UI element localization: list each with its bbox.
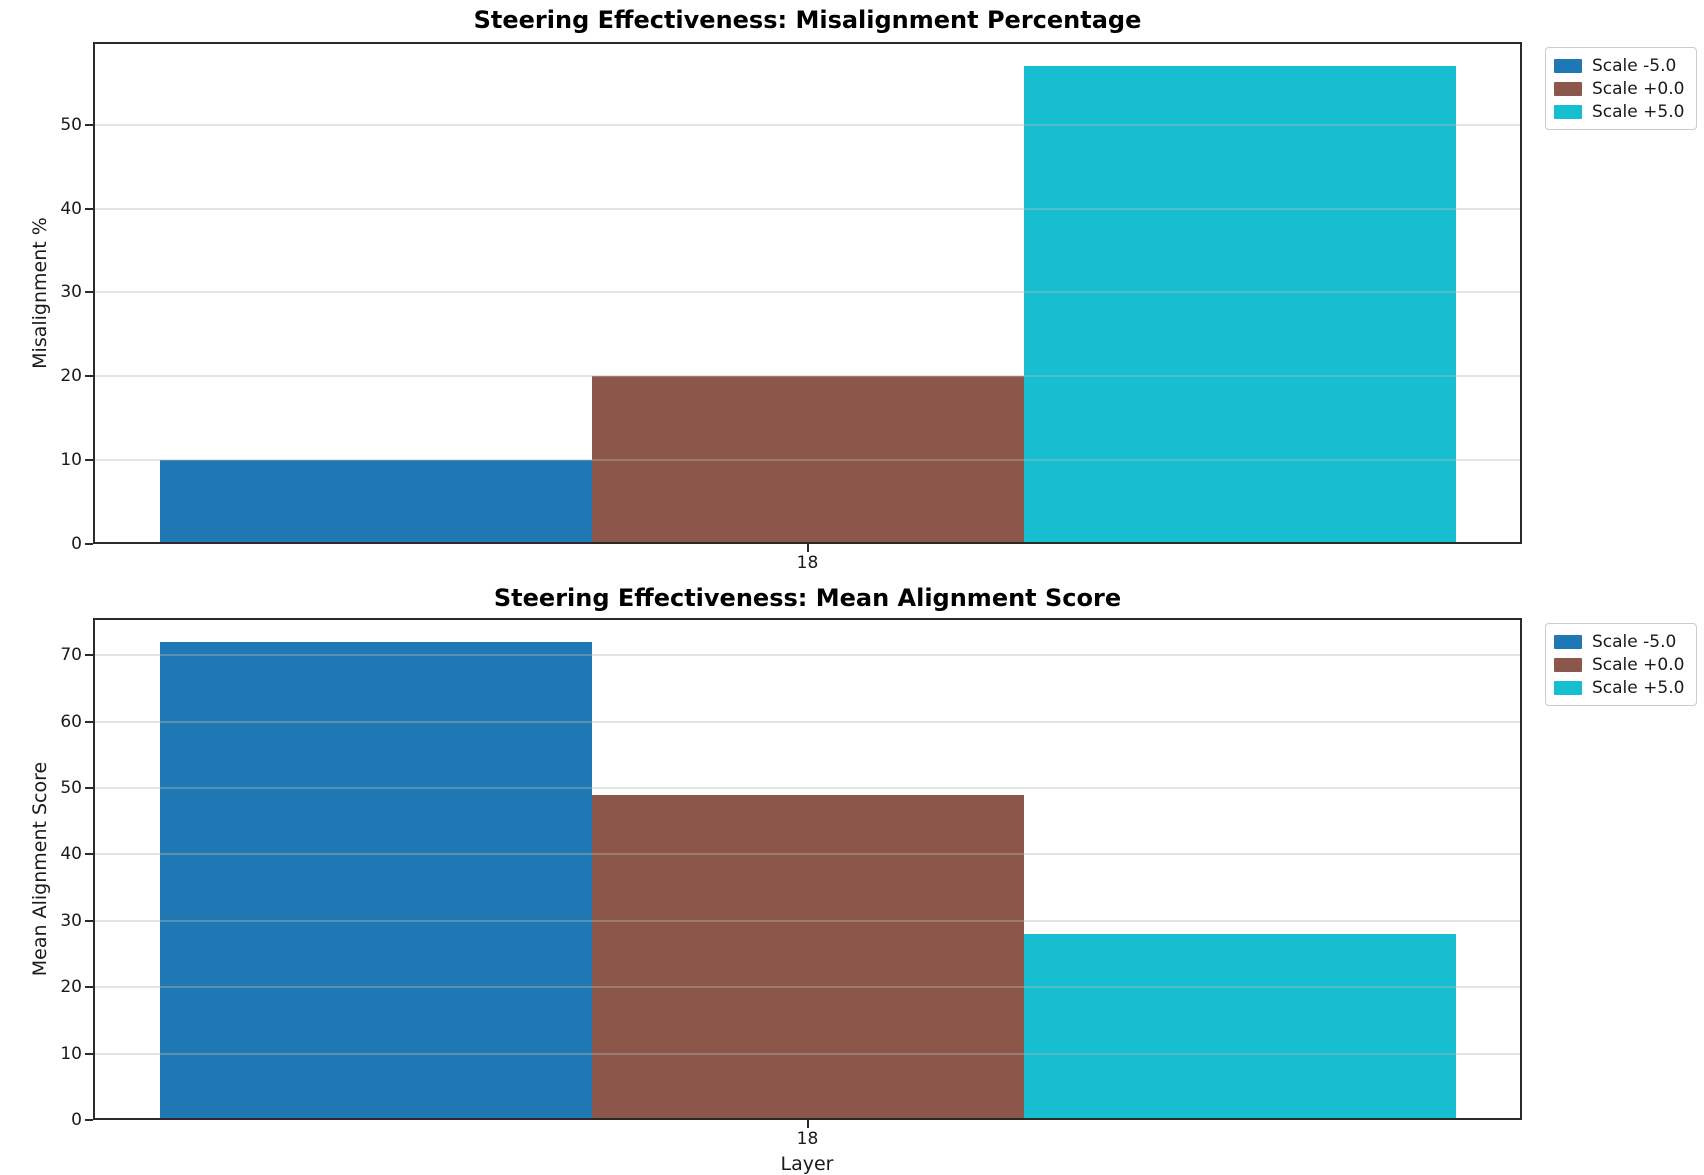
y-tick-mark	[85, 375, 93, 378]
y-tick-label: 10	[60, 1043, 82, 1064]
x-tick-mark	[806, 1120, 809, 1128]
y-tick-label: 20	[60, 366, 82, 387]
y-tick-label: 40	[60, 844, 82, 865]
legend-item: Scale -5.0	[1554, 630, 1688, 653]
gridline-y-30	[93, 291, 1522, 294]
y-tick-label: 30	[60, 282, 82, 303]
legend-label: Scale +5.0	[1592, 101, 1685, 122]
y-tick-label: 20	[60, 977, 82, 998]
legend-swatch-scale-plus0-0	[1554, 657, 1582, 672]
y-tick-mark	[85, 1119, 93, 1121]
gridline-y-10	[93, 1052, 1522, 1055]
gridline-y-50	[93, 787, 1522, 789]
plot-area	[93, 42, 1522, 544]
y-tick-mark	[85, 986, 93, 989]
y-tick-label: 50	[60, 778, 82, 798]
legend-swatch-scale-plus5-0	[1554, 680, 1582, 695]
x-tick-label: 18	[796, 553, 819, 573]
bar-scale-plus0-0	[592, 794, 1024, 1120]
y-tick-label: 50	[60, 114, 82, 135]
y-tick-label: 60	[60, 711, 82, 732]
bar-scale-minus5-0	[160, 460, 592, 544]
gridline-y-70	[93, 654, 1522, 657]
y-tick-mark	[85, 459, 93, 462]
y-tick-label: 40	[60, 198, 82, 219]
gridline-y-30	[93, 919, 1522, 922]
y-tick-mark	[85, 654, 93, 657]
legend-item: Scale +5.0	[1554, 676, 1688, 699]
legend-item: Scale -5.0	[1554, 54, 1688, 77]
y-tick-label: 0	[71, 534, 82, 554]
x-axis-label: Layer	[780, 1153, 834, 1175]
gridline-y-20	[93, 375, 1522, 378]
y-tick-mark	[85, 787, 93, 789]
legend-swatch-scale-plus5-0	[1554, 104, 1582, 119]
bar-scale-minus5-0	[160, 641, 592, 1120]
legend-swatch-scale-plus0-0	[1554, 81, 1582, 96]
legend-swatch-scale-minus5-0	[1554, 58, 1582, 73]
chart-title: Steering Effectiveness: Mean Alignment S…	[493, 584, 1122, 612]
legend-label: Scale -5.0	[1592, 55, 1677, 76]
bar-scale-plus5-0	[1024, 934, 1456, 1120]
legend-item: Scale +0.0	[1554, 77, 1688, 100]
legend: Scale -5.0 Scale +0.0 Scale +5.0	[1545, 623, 1697, 706]
legend-label: Scale +5.0	[1592, 677, 1685, 698]
legend-label: Scale -5.0	[1592, 631, 1677, 652]
y-tick-mark	[85, 543, 93, 545]
legend-item: Scale +0.0	[1554, 653, 1688, 676]
legend-item: Scale +5.0	[1554, 100, 1688, 123]
gridline-y-40	[93, 207, 1522, 210]
gridline-y-60	[93, 720, 1522, 723]
y-tick-label: 70	[60, 645, 82, 666]
gridline-y-10	[93, 459, 1522, 462]
x-tick-label: 18	[796, 1129, 819, 1149]
gridline-y-20	[93, 986, 1522, 989]
legend-label: Scale +0.0	[1592, 654, 1685, 675]
y-tick-mark	[85, 853, 93, 856]
bar-scale-plus0-0	[592, 376, 1024, 544]
gridline-y-40	[93, 853, 1522, 856]
y-tick-label: 0	[71, 1110, 82, 1130]
x-tick-mark	[806, 544, 809, 552]
y-tick-label: 30	[60, 910, 82, 931]
y-tick-mark	[85, 720, 93, 723]
bar-scale-plus5-0	[1024, 65, 1456, 544]
y-tick-mark	[85, 1052, 93, 1055]
y-tick-mark	[85, 123, 93, 126]
y-tick-label: 10	[60, 450, 82, 471]
legend: Scale -5.0 Scale +0.0 Scale +5.0	[1545, 47, 1697, 130]
legend-label: Scale +0.0	[1592, 78, 1685, 99]
gridline-y-50	[93, 123, 1522, 126]
y-tick-mark	[85, 291, 93, 294]
plot-area	[93, 618, 1522, 1120]
legend-swatch-scale-minus5-0	[1554, 634, 1582, 649]
y-tick-mark	[85, 919, 93, 922]
y-tick-mark	[85, 207, 93, 210]
chart-title: Steering Effectiveness: Misalignment Per…	[473, 6, 1142, 34]
